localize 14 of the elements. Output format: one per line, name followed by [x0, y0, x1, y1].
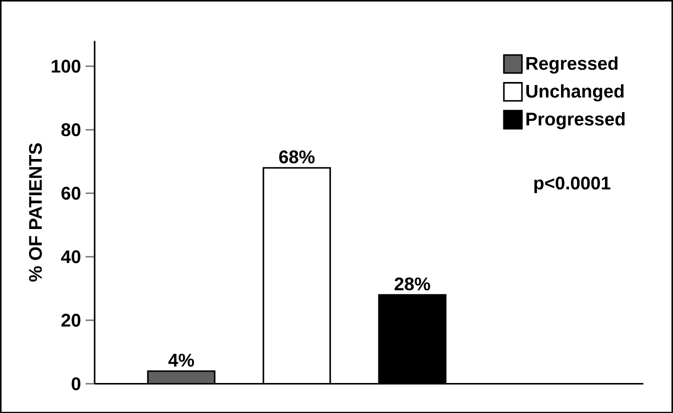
y-tick-label: 80 [61, 123, 80, 136]
y-tick-label: 0 [72, 377, 80, 390]
data-label: 28% [394, 277, 430, 290]
y-tick-label: 40 [61, 250, 80, 264]
legend-label: Progressed [526, 112, 625, 130]
legend-label: Regressed [526, 56, 618, 74]
y-axis-title: % OF PATIENTS [28, 143, 42, 282]
y-tick-label: 60 [61, 186, 80, 200]
annotation: p<0.0001 [534, 176, 610, 193]
y-tick-label: 100 [52, 60, 80, 72]
data-label: 68% [279, 150, 315, 164]
y-tick-label: 20 [61, 314, 80, 327]
legend-label: Unchanged [526, 84, 624, 102]
data-label: 4% [168, 354, 194, 366]
